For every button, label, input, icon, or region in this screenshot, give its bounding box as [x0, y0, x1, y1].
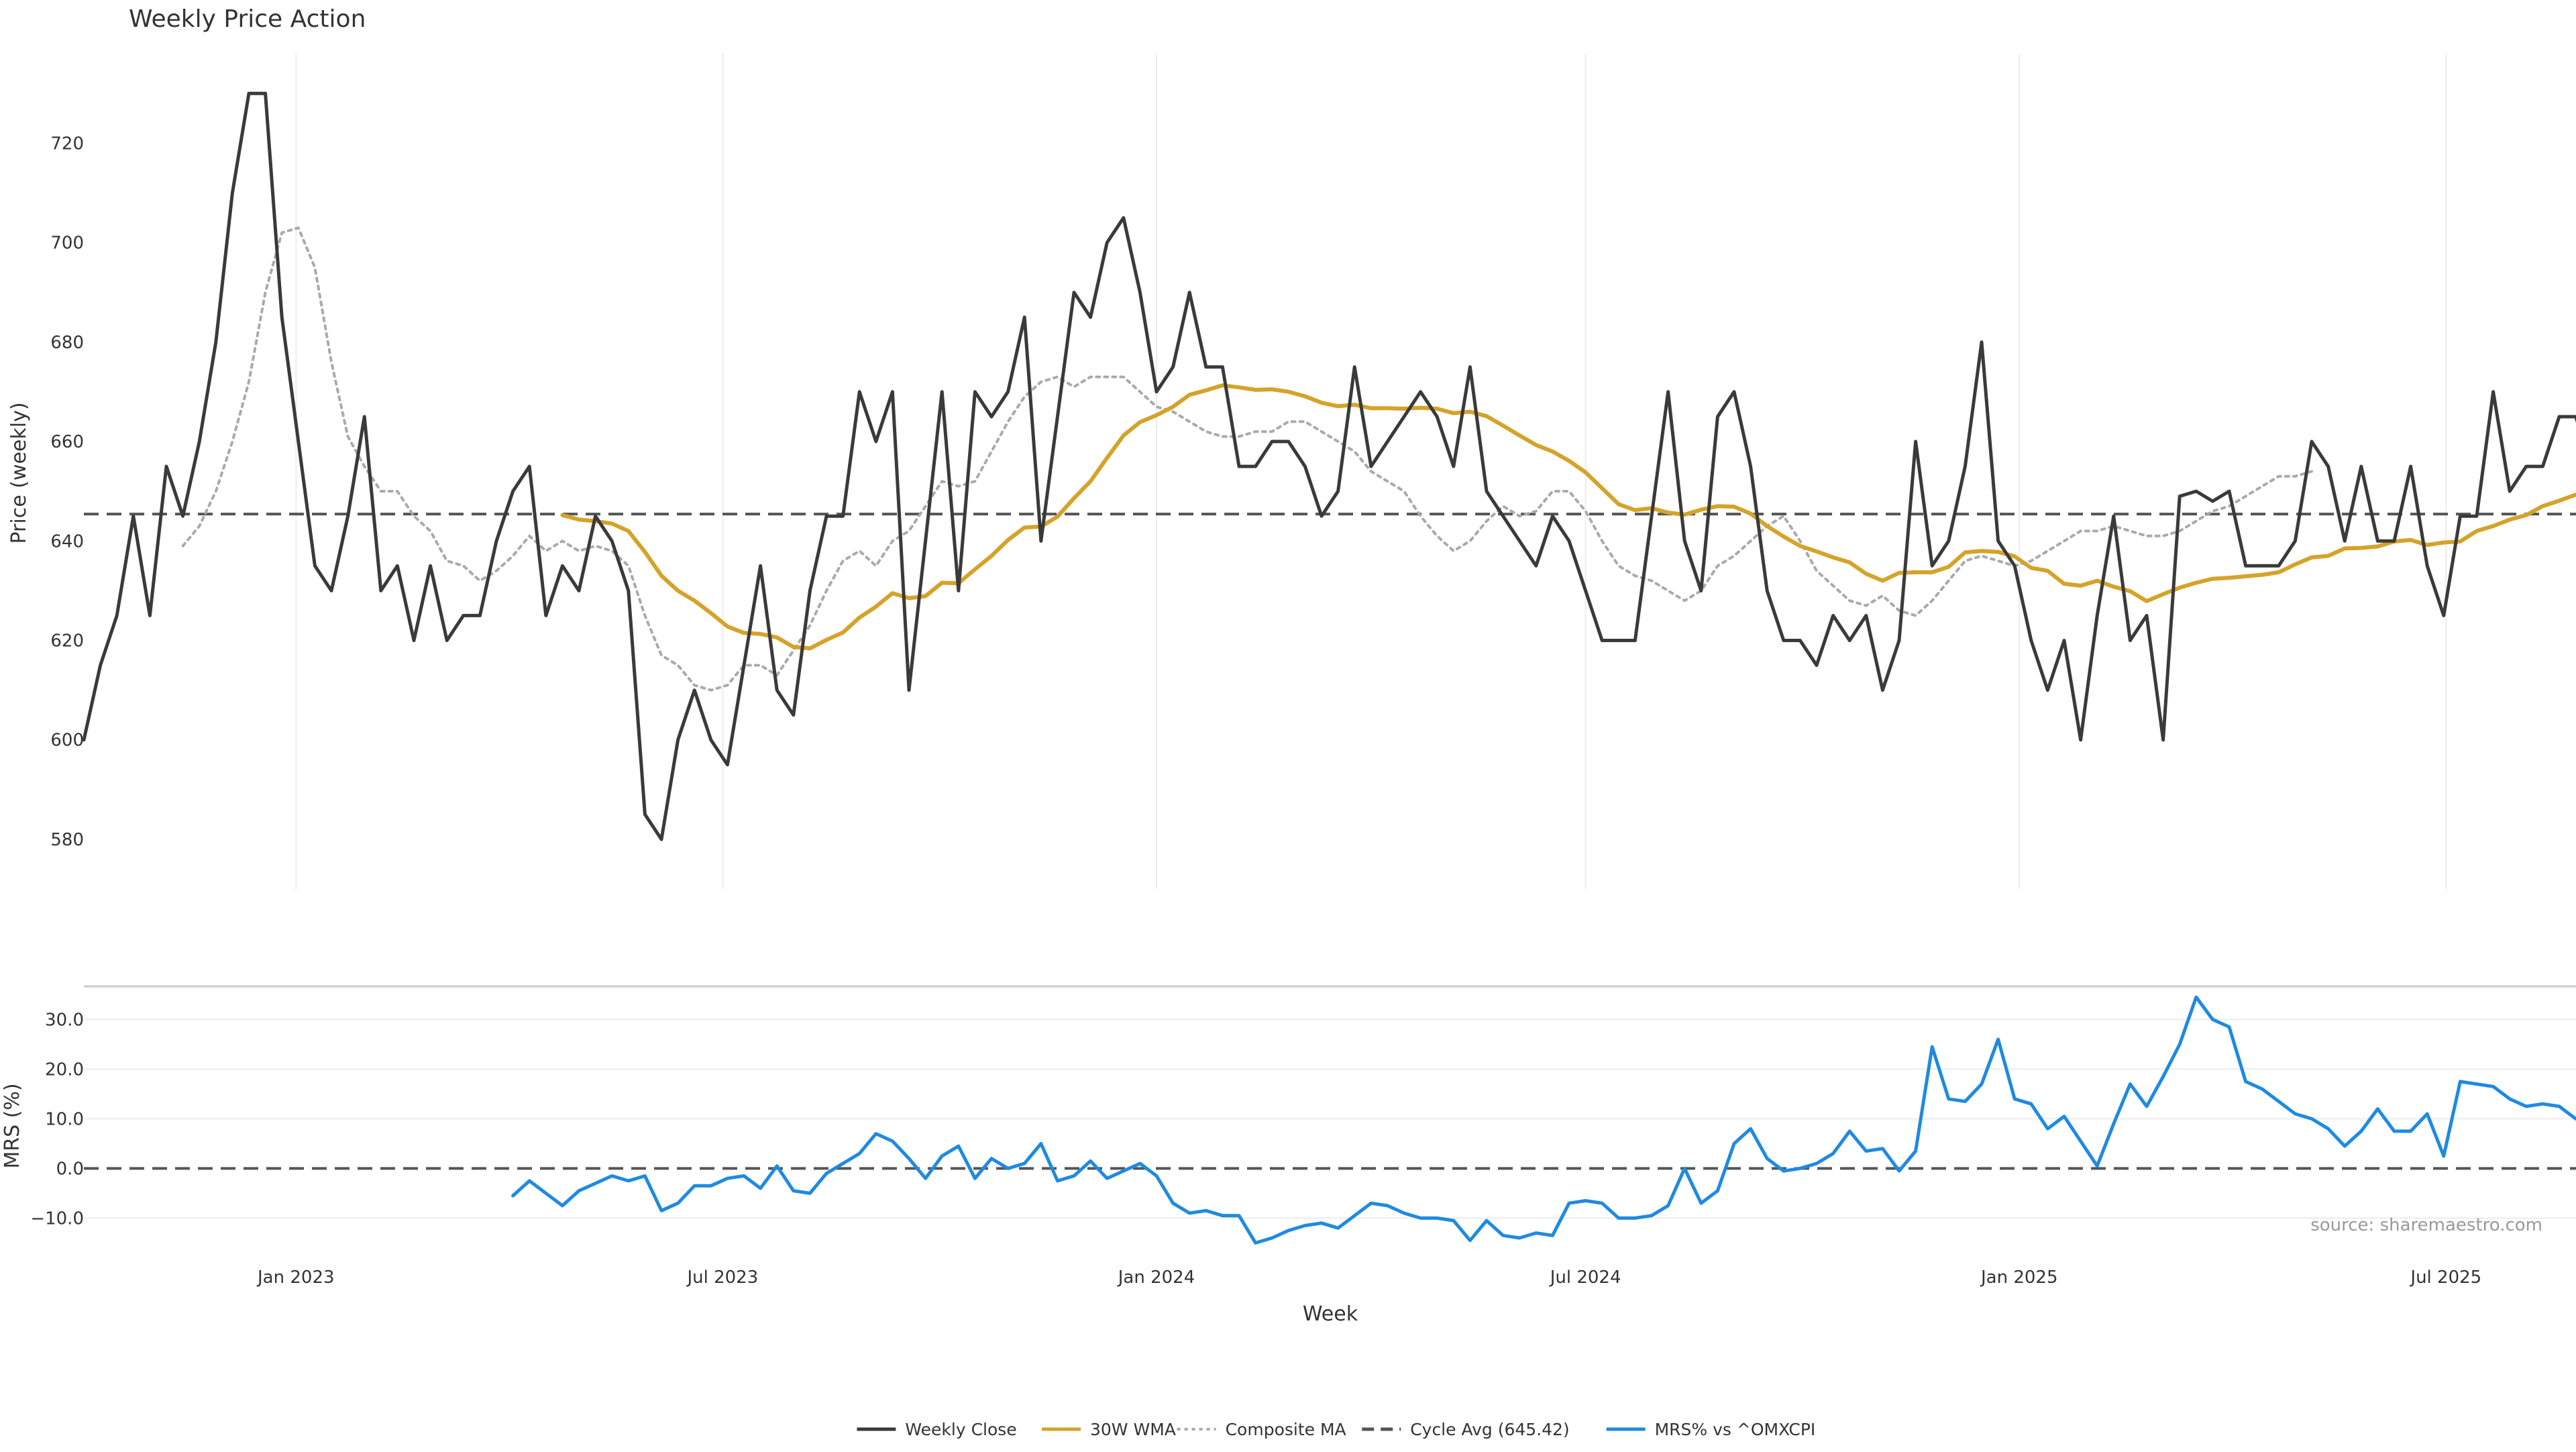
- price-y-ticks: 580 600 620 640 660 680 700 720: [50, 134, 84, 850]
- price-y-tick: 640: [50, 531, 84, 552]
- wma-30w-line: [560, 383, 2576, 651]
- mrs-y-tick: 10.0: [45, 1109, 84, 1129]
- mrs-y-tick: 30.0: [45, 1010, 84, 1030]
- price-grid: [295, 54, 2447, 889]
- mrs-y-ticks: −10.0 0.0 10.0 20.0 30.0: [30, 1010, 84, 1229]
- price-y-tick: 700: [50, 234, 84, 254]
- price-y-axis-label: Price (weekly): [7, 402, 31, 543]
- price-y-tick: 680: [50, 333, 84, 353]
- price-panel: 580 600 620 640 660 680 700 720 Price (weekly): [7, 54, 2576, 889]
- mrs-series: [511, 995, 2576, 1245]
- x-tick-label: Jul 2023: [686, 1267, 758, 1288]
- price-series: [82, 91, 2576, 841]
- price-y-tick: 720: [50, 134, 84, 154]
- legend-item: 30W WMA: [1042, 1420, 1176, 1439]
- legend-label: Weekly Close: [905, 1420, 1016, 1439]
- legend-item: Composite MA: [1177, 1420, 1346, 1439]
- legend-label: Composite MA: [1226, 1420, 1346, 1439]
- mrs-y-tick: −10.0: [30, 1208, 84, 1229]
- chart-title: Weekly Price Action: [129, 5, 366, 33]
- price-y-tick: 580: [50, 830, 84, 850]
- price-y-tick: 620: [50, 631, 84, 651]
- mrs-y-tick: 0.0: [56, 1159, 84, 1179]
- x-tick-label: Jul 2025: [2409, 1267, 2481, 1288]
- source-note: source: sharemaestro.com: [2310, 1215, 2542, 1235]
- legend-item: MRS% vs ^OMXCPI: [1606, 1420, 1816, 1439]
- x-axis-label: Week: [1303, 1302, 1358, 1326]
- mrs-y-tick: 20.0: [45, 1059, 84, 1080]
- mrs-grid: [84, 1019, 2576, 1219]
- x-tick-label: Jan 2025: [1980, 1267, 2058, 1288]
- mrs-line: [511, 995, 2576, 1245]
- price-y-tick: 600: [50, 731, 84, 751]
- weekly-close-line: [82, 91, 2576, 841]
- legend-label: MRS% vs ^OMXCPI: [1655, 1420, 1816, 1439]
- x-tick-label: Jan 2023: [256, 1267, 335, 1288]
- legend-item: Weekly Close: [857, 1420, 1017, 1439]
- price-y-tick: 660: [50, 432, 84, 452]
- legend: Weekly Close 30W WMA Composite MA Cycle Avg…: [857, 1420, 1815, 1439]
- legend-item: Cycle Avg (645.42): [1362, 1420, 1570, 1439]
- x-tick-label: Jan 2024: [1117, 1267, 1195, 1288]
- mrs-y-axis-label: MRS (%): [1, 1083, 24, 1168]
- mrs-panel: −10.0 0.0 10.0 20.0 30.0 MRS (%) source: sha…: [1, 985, 2576, 1245]
- legend-label: Cycle Avg (645.42): [1410, 1420, 1570, 1439]
- legend-label: 30W WMA: [1090, 1420, 1176, 1439]
- x-axis-ticks: Jan 2023 Jul 2023 Jan 2024 Jul 2024 Jan 2025…: [256, 1267, 2481, 1288]
- x-tick-label: Jul 2024: [1549, 1267, 1621, 1288]
